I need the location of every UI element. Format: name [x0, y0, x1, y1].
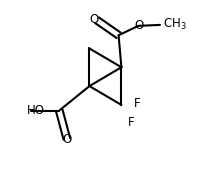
Text: F: F — [128, 116, 135, 129]
Text: O: O — [135, 19, 144, 32]
Text: HO: HO — [27, 104, 45, 117]
Text: O: O — [90, 13, 99, 26]
Text: F: F — [134, 97, 140, 110]
Text: CH$_3$: CH$_3$ — [163, 17, 187, 32]
Text: O: O — [62, 133, 71, 146]
